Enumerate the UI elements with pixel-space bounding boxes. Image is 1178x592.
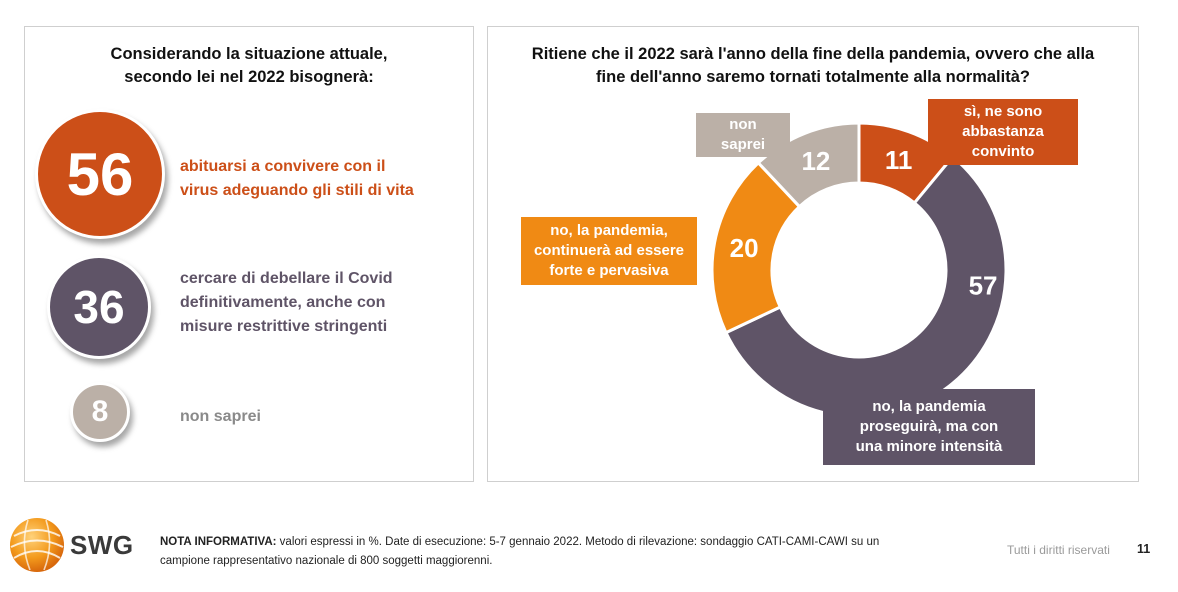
- option-non-saprei-line1: non saprei: [180, 408, 261, 425]
- note-text: valori espressi in %. Date di esecuzione…: [160, 536, 880, 567]
- value-circle-56: 56: [35, 109, 165, 239]
- label-si-line3: convinto: [971, 143, 1035, 160]
- option-debellare-line2: definitivamente, anche con: [180, 294, 386, 311]
- rights-text: Tutti i diritti riservati: [1007, 543, 1110, 557]
- label-no-minore-line3: una minore intensità: [855, 438, 1003, 455]
- left-title-line1: Considerando la situazione attuale,: [110, 45, 388, 63]
- option-convivere: abituarsi a convivere con il virus adegu…: [180, 155, 460, 203]
- option-non-saprei: non saprei: [180, 405, 460, 429]
- left-panel-title: Considerando la situazione attuale, seco…: [25, 43, 473, 89]
- footer-note: NOTA INFORMATIVA: valori espressi in %. …: [160, 533, 930, 571]
- value-circle-36: 36: [47, 255, 151, 359]
- value-circle-8: 8: [70, 382, 130, 442]
- donut-chart: 11 57 20 12: [710, 121, 1008, 419]
- slice-no-minore: [723, 154, 1008, 419]
- label-no-minore-line2: proseguirà, ma con: [859, 418, 999, 435]
- right-title-line2: fine dell'anno saremo tornati totalmente…: [596, 68, 1030, 86]
- slice-value-12: 12: [801, 146, 830, 176]
- swg-logo-text: SWG: [70, 530, 134, 560]
- label-ns-line1: non: [729, 116, 757, 133]
- label-non-saprei: non saprei: [696, 113, 790, 157]
- right-panel: Ritiene che il 2022 sarà l'anno della fi…: [487, 26, 1139, 482]
- option-debellare: cercare di debellare il Covid definitiva…: [180, 267, 460, 339]
- label-si-convinto: sì, ne sono abbastanza convinto: [928, 99, 1078, 165]
- note-label: NOTA INFORMATIVA:: [160, 536, 277, 548]
- right-title-line1: Ritiene che il 2022 sarà l'anno della fi…: [531, 45, 1095, 63]
- option-debellare-line1: cercare di debellare il Covid: [180, 270, 393, 287]
- option-convivere-line2: virus adeguando gli stili di vita: [180, 182, 414, 199]
- right-panel-title: Ritiene che il 2022 sarà l'anno della fi…: [488, 43, 1138, 89]
- label-no-forte-line2: continuerà ad essere: [533, 242, 685, 259]
- label-no-minore: no, la pandemia proseguirà, ma con una m…: [823, 389, 1035, 465]
- left-panel: Considerando la situazione attuale, seco…: [24, 26, 474, 482]
- label-no-forte: no, la pandemia, continuerà ad essere fo…: [521, 217, 697, 285]
- label-ns-line2: saprei: [720, 136, 766, 153]
- label-si-line2: abbastanza: [962, 123, 1044, 140]
- label-no-forte-line3: forte e pervasiva: [549, 262, 669, 279]
- swg-logo-icon: [10, 518, 64, 572]
- page-number: 11: [1137, 542, 1151, 556]
- label-no-forte-line1: no, la pandemia,: [550, 222, 668, 239]
- option-debellare-line3: misure restrittive stringenti: [180, 318, 388, 335]
- label-si-line1: sì, ne sono: [963, 103, 1043, 120]
- slice-value-11: 11: [885, 145, 913, 175]
- label-no-minore-line1: no, la pandemia: [872, 398, 986, 415]
- left-title-line2: secondo lei nel 2022 bisognerà:: [124, 68, 374, 86]
- slice-value-20: 20: [730, 233, 759, 263]
- slice-value-57: 57: [969, 270, 998, 300]
- option-convivere-line1: abituarsi a convivere con il: [180, 158, 386, 175]
